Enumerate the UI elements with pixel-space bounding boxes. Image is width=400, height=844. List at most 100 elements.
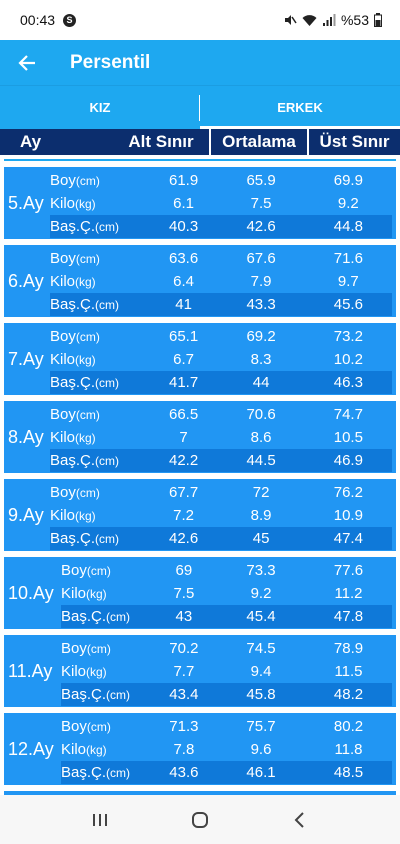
- row-label-text: Kilo: [50, 507, 76, 524]
- value-ortalama: 44.5: [246, 452, 276, 469]
- measurement-rows: Boy (cm) 66.5 70.6 74.7 Kilo (kg) 7 8.6 10.5 Baş.Ç…: [50, 403, 392, 472]
- row-label: Baş.Ç. (cm): [50, 530, 150, 547]
- value-ortalama: 9.4: [250, 663, 272, 680]
- row-bas-cevresi: Baş.Ç. (cm) 41 43.3 45.6: [50, 293, 392, 316]
- value-ust-sinir: 48.2: [333, 686, 364, 703]
- row-label: Kilo (kg): [50, 273, 150, 290]
- row-label-text: Boy: [61, 718, 87, 735]
- value-alt-sinir: 7.7: [173, 663, 195, 680]
- row-label: Baş.Ç. (cm): [50, 452, 150, 469]
- month-block: 7.Ay Boy (cm) 65.1 69.2 73.2 Kilo (kg) 6.7 8.3 10.…: [4, 323, 396, 395]
- row-label-unit: (cm): [106, 688, 131, 702]
- value-alt-sinir: 71.3: [169, 718, 199, 735]
- row-label: Kilo (kg): [50, 429, 150, 446]
- row-label: Baş.Ç. (cm): [61, 608, 151, 625]
- recent-apps-icon: [93, 813, 107, 826]
- row-label-text: Baş.Ç.: [61, 608, 107, 625]
- row-label-unit: (cm): [75, 486, 100, 500]
- row-label: Kilo (kg): [50, 507, 150, 524]
- row-label-unit: (kg): [75, 275, 96, 289]
- tab-kiz-label: KIZ: [89, 100, 111, 115]
- value-ortalama: 75.7: [246, 718, 276, 735]
- home-button[interactable]: [180, 800, 220, 840]
- row-label-text: Baş.Ç.: [50, 530, 96, 547]
- percentile-list[interactable]: 5.Ay Boy (cm) 61.9 65.9 69.9 Kilo (kg) 6.1 7.5 9.2…: [0, 155, 400, 795]
- row-label-text: Baş.Ç.: [50, 374, 96, 391]
- chevron-left-icon: [294, 811, 304, 828]
- row-label-unit: (cm): [86, 564, 111, 578]
- tab-kiz[interactable]: KIZ: [0, 86, 200, 129]
- recent-apps-button[interactable]: [80, 800, 120, 840]
- value-ortalama: 69.2: [246, 328, 276, 345]
- month-block: 6.Ay Boy (cm) 63.6 67.6 71.6 Kilo (kg) 6.4 7.9 9.7…: [4, 245, 396, 317]
- tab-erkek[interactable]: ERKEK: [200, 86, 400, 129]
- row-label-text: Kilo: [50, 273, 76, 290]
- row-label-text: Baş.Ç.: [50, 296, 96, 313]
- row-label-text: Kilo: [61, 741, 87, 758]
- row-label-unit: (kg): [75, 353, 96, 367]
- measurement-rows: Boy (cm) 69 73.3 77.6 Kilo (kg) 7.5 9.2 11.2 Baş.Ç…: [61, 559, 392, 628]
- row-kilo: Kilo (kg) 6.1 7.5 9.2: [50, 192, 392, 215]
- row-bas-cevresi: Baş.Ç. (cm) 43.4 45.8 48.2: [61, 683, 392, 706]
- value-ortalama: 8.6: [250, 429, 272, 446]
- value-ortalama: 8.9: [250, 507, 272, 524]
- value-ortalama: 45.4: [246, 608, 276, 625]
- row-label-unit: (cm): [95, 376, 120, 390]
- value-ortalama: 67.6: [246, 250, 276, 267]
- row-boy: Boy (cm) 65.1 69.2 73.2: [50, 325, 392, 348]
- value-alt-sinir: 61.9: [168, 172, 199, 189]
- value-ortalama: 70.6: [246, 406, 276, 423]
- value-alt-sinir: 40.3: [168, 218, 199, 235]
- value-alt-sinir: 63.6: [168, 250, 199, 267]
- value-alt-sinir: 6.7: [173, 351, 195, 368]
- row-label: Kilo (kg): [50, 195, 150, 212]
- value-alt-sinir: 7: [179, 429, 188, 446]
- back-button[interactable]: [0, 40, 54, 85]
- row-label-unit: (kg): [86, 587, 107, 601]
- value-ust-sinir: 10.2: [333, 351, 363, 368]
- value-ortalama: 9.2: [250, 585, 272, 602]
- mute-icon: [284, 15, 297, 25]
- app-notification-icon: S: [63, 13, 77, 27]
- row-label-unit: (cm): [95, 454, 120, 468]
- row-label-text: Boy: [50, 484, 76, 501]
- value-ust-sinir: 71.6: [333, 250, 363, 267]
- value-alt-sinir: 6.1: [173, 195, 195, 212]
- month-block-partial: [4, 791, 396, 795]
- table-header: Ay Alt Sınır Ortalama Üst Sınır: [0, 129, 400, 155]
- value-alt-sinir: 67.7: [168, 484, 199, 501]
- row-label: Boy (cm): [61, 562, 151, 579]
- value-ortalama: 7.5: [250, 195, 272, 212]
- home-icon: [192, 811, 208, 828]
- back-nav-button[interactable]: [280, 800, 320, 840]
- signal-icon: [322, 13, 336, 26]
- measurement-rows: Boy (cm) 67.7 72 76.2 Kilo (kg) 7.2 8.9 10.9 Baş.Ç…: [50, 481, 392, 550]
- value-ust-sinir: 44.8: [333, 218, 363, 235]
- value-ortalama: 72: [252, 484, 270, 501]
- value-ust-sinir: 10.5: [333, 429, 363, 446]
- value-alt-sinir: 7.8: [173, 741, 195, 758]
- month-block: 5.Ay Boy (cm) 61.9 65.9 69.9 Kilo (kg) 6.1 7.5 9.2…: [4, 167, 396, 239]
- row-label: Boy (cm): [50, 172, 150, 189]
- measurement-rows: Boy (cm) 61.9 65.9 69.9 Kilo (kg) 6.1 7.5 9.2 Baş.…: [50, 169, 392, 238]
- header-alt-sinir: Alt Sınır: [128, 132, 194, 151]
- value-alt-sinir: 66.5: [168, 406, 199, 423]
- row-label-text: Boy: [61, 562, 87, 579]
- row-bas-cevresi: Baş.Ç. (cm) 43 45.4 47.8: [61, 605, 392, 628]
- value-alt-sinir: 43.4: [169, 686, 199, 703]
- status-left: 00:43 S: [20, 12, 77, 28]
- row-label-text: Baş.Ç.: [61, 764, 107, 781]
- value-ortalama: 8.3: [250, 351, 272, 368]
- row-label-text: Kilo: [61, 585, 87, 602]
- month-label: 7.Ay: [8, 348, 44, 369]
- row-label: Baş.Ç. (cm): [61, 686, 151, 703]
- row-bas-cevresi: Baş.Ç. (cm) 40.3 42.6 44.8: [50, 215, 392, 238]
- row-label: Baş.Ç. (cm): [50, 374, 150, 391]
- row-label: Boy (cm): [50, 250, 150, 267]
- row-label: Boy (cm): [50, 484, 150, 501]
- value-alt-sinir: 42.2: [168, 452, 199, 469]
- value-ust-sinir: 9.2: [337, 195, 359, 212]
- row-label-unit: (cm): [75, 252, 100, 266]
- month-label: 8.Ay: [8, 426, 44, 447]
- status-right: %53: [283, 12, 382, 28]
